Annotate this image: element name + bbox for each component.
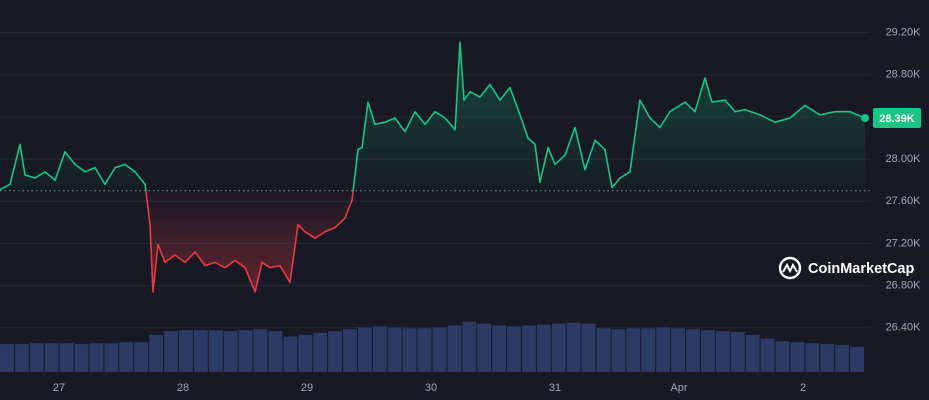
volume-bar <box>656 327 671 372</box>
volume-bar <box>238 330 253 372</box>
volume-bar <box>641 328 656 372</box>
volume-bar <box>134 342 149 372</box>
last-price-tag <box>873 108 921 129</box>
price-line <box>0 41 866 293</box>
volume-bar <box>581 323 596 372</box>
volume-bar <box>208 330 223 372</box>
y-tick-label: 27.20K <box>886 237 922 249</box>
volume-bar <box>402 328 417 372</box>
y-tick-label: 29.20K <box>886 27 922 39</box>
x-tick-label: 30 <box>425 382 437 394</box>
x-tick-label: 31 <box>549 382 561 394</box>
volume-bar <box>387 327 402 372</box>
x-tick-label: 2 <box>800 382 806 394</box>
volume-bar <box>283 336 298 372</box>
x-tick-label: 27 <box>53 382 65 394</box>
volume-bar <box>611 329 626 372</box>
volume-bar <box>44 343 59 372</box>
volume-bar <box>462 321 477 372</box>
volume-bar <box>536 324 551 372</box>
volume-bar <box>164 331 178 372</box>
y-tick-label: 28.80K <box>886 69 922 81</box>
volume-bar <box>492 325 507 372</box>
watermark-text: CoinMarketCap <box>808 261 914 277</box>
volume-bar <box>372 326 387 372</box>
x-tick-label: Apr <box>670 382 687 394</box>
volume-bar <box>29 343 44 372</box>
volume-bar <box>178 330 193 372</box>
volume-bar <box>820 344 835 372</box>
volume-bar <box>521 325 536 372</box>
volume-bar <box>566 322 581 372</box>
volume-bar <box>89 343 104 372</box>
volume-bar <box>790 342 805 372</box>
volume-bar <box>119 342 134 372</box>
volume-bar <box>715 331 730 372</box>
volume-bar <box>745 334 760 372</box>
volume-bar <box>775 341 790 372</box>
volume-bar <box>596 328 611 372</box>
volume-bar <box>298 334 313 372</box>
volume-bar <box>104 343 119 372</box>
volume-bar <box>417 328 432 372</box>
price-area <box>0 42 865 292</box>
volume-bar <box>477 323 492 372</box>
volume-bar <box>805 343 820 372</box>
volume-bar <box>328 331 343 372</box>
volume-bar <box>551 323 566 372</box>
volume-bar <box>0 344 14 372</box>
x-tick-label: 28 <box>177 382 189 394</box>
volume-bar <box>671 328 686 372</box>
volume-bar <box>268 331 283 372</box>
volume-bar <box>223 331 238 372</box>
volume-bar <box>14 344 29 372</box>
volume-bar <box>74 344 89 372</box>
volume-bar <box>686 329 700 372</box>
volume-bar <box>343 329 357 372</box>
y-tick-label: 26.40K <box>886 322 922 334</box>
watermark: CoinMarketCap <box>778 256 914 280</box>
volume-bar <box>626 328 641 372</box>
volume-bar <box>730 332 745 372</box>
volume-bar <box>253 329 268 372</box>
last-point <box>861 114 869 123</box>
last-price-label: 28.39K <box>879 113 915 125</box>
y-tick-label: 27.60K <box>886 195 922 207</box>
x-tick-label: 29 <box>301 382 313 394</box>
volume-bar <box>447 325 462 372</box>
y-tick-label: 26.80K <box>886 279 922 291</box>
volume-bar <box>193 330 208 372</box>
volume-bar <box>313 332 328 372</box>
volume-bar <box>835 345 850 372</box>
volume-bar <box>700 330 715 372</box>
volume-bar <box>850 346 864 372</box>
volume-bar <box>760 338 775 372</box>
volume-bar <box>432 327 447 372</box>
volume-bar <box>59 343 74 372</box>
volume-bar <box>507 326 521 372</box>
volume-bar <box>357 327 372 372</box>
volume-bar <box>149 334 164 372</box>
y-tick-label: 28.00K <box>886 153 922 165</box>
